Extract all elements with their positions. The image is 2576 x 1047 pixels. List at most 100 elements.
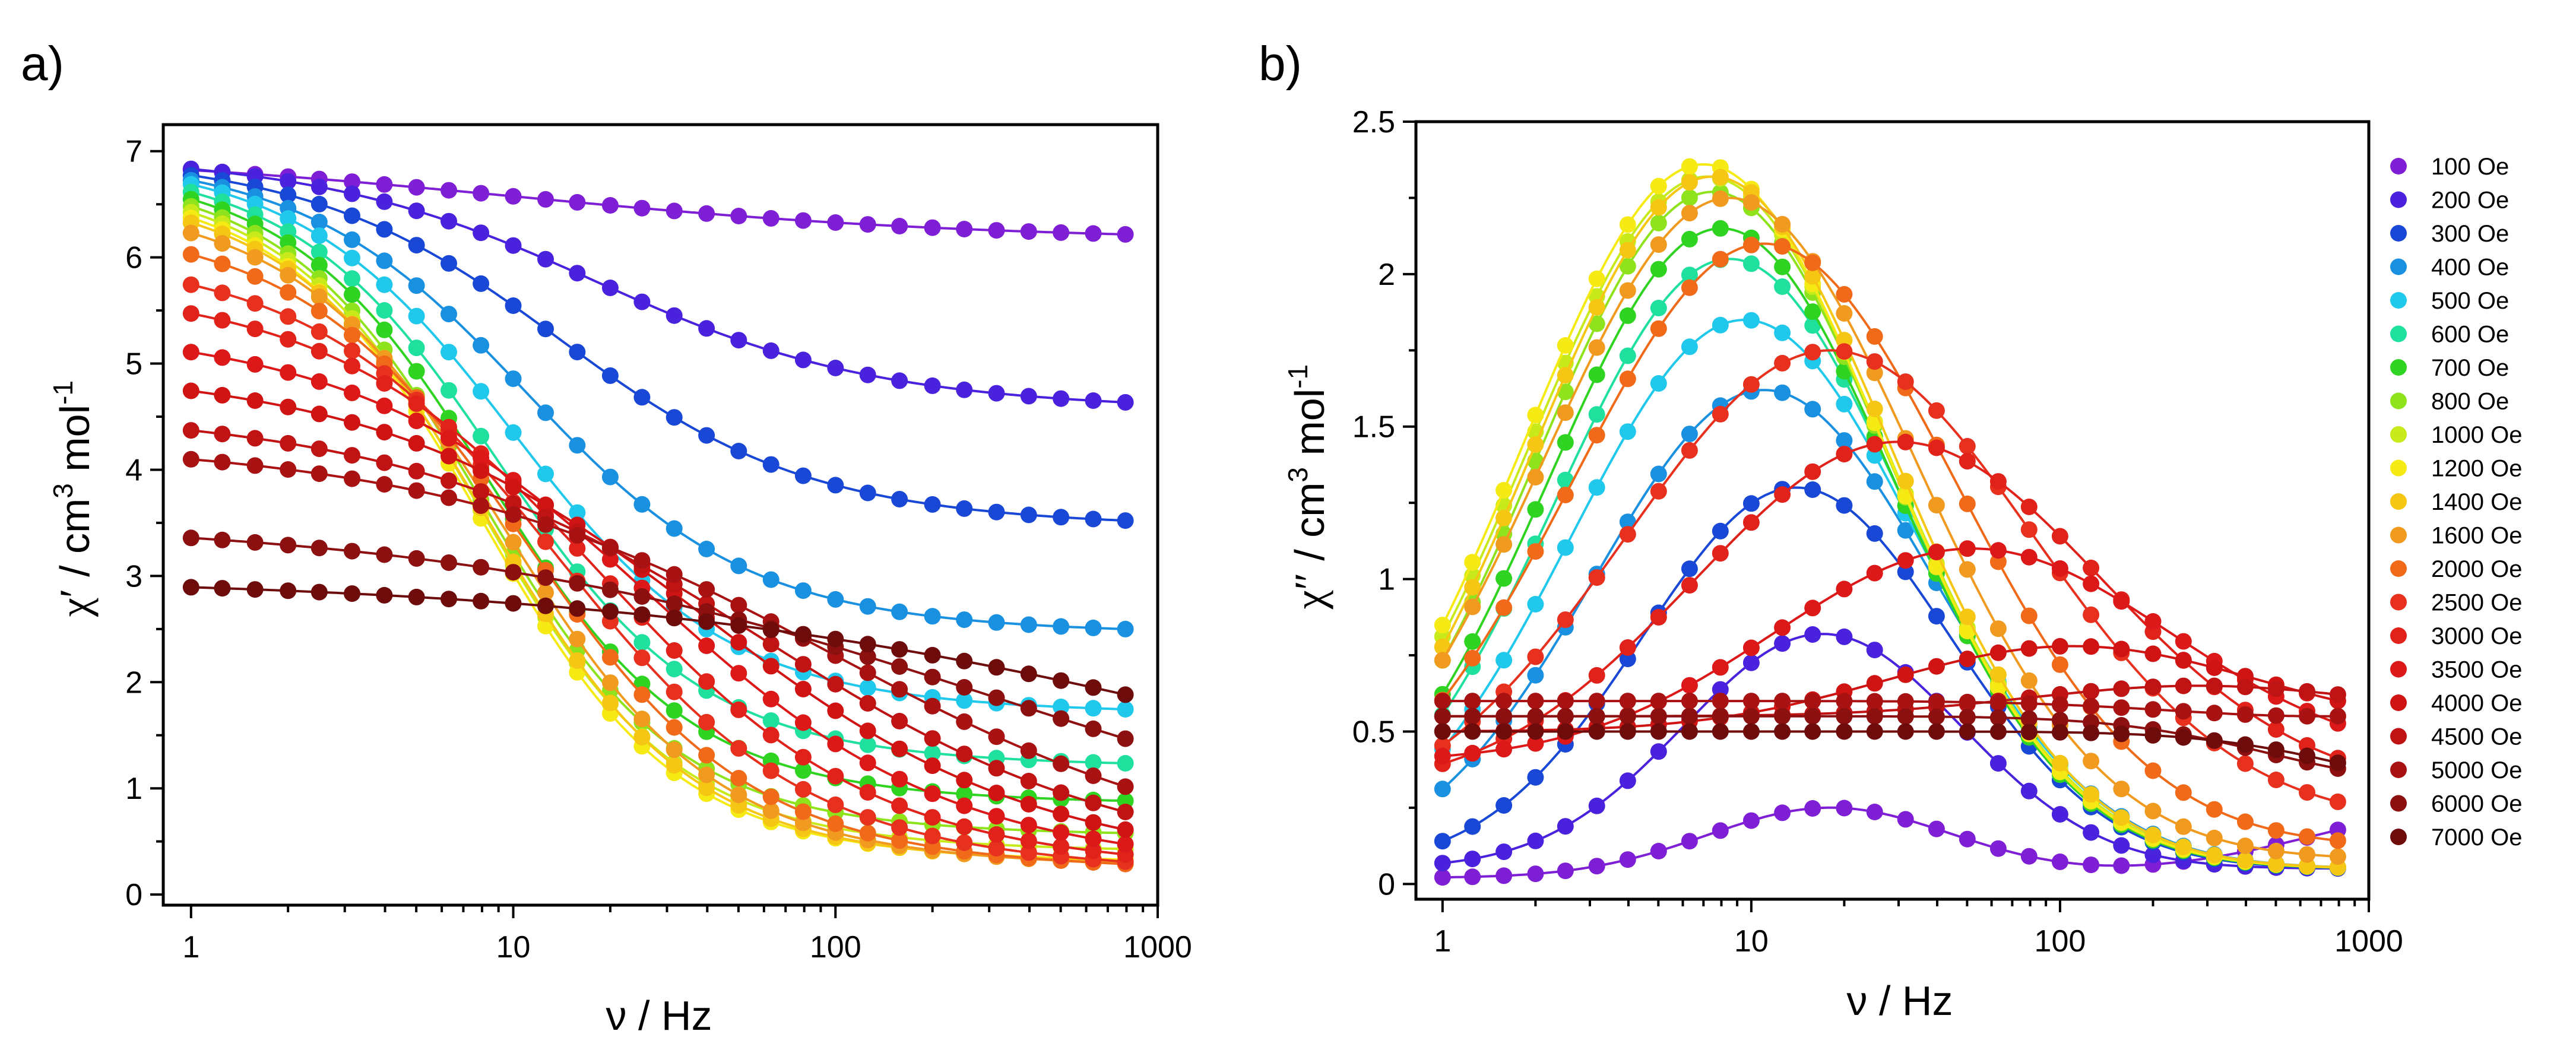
panel-a-ylabel-sup1: 3 bbox=[47, 483, 78, 499]
a-data-point bbox=[924, 827, 941, 845]
legend-marker bbox=[2390, 493, 2407, 510]
b-data-point bbox=[2144, 701, 2162, 718]
a-data-point bbox=[924, 744, 941, 762]
b-data-point bbox=[1959, 453, 1976, 470]
b-data-point bbox=[1712, 693, 1729, 710]
b-data-point bbox=[1588, 406, 1605, 423]
a-data-point bbox=[988, 659, 1005, 676]
a-data-point bbox=[310, 373, 328, 390]
panel-a-y-axis-title: χ′ / cm3 mol-1 bbox=[47, 380, 99, 617]
a-data-point bbox=[666, 719, 683, 736]
b-series-5000-oe bbox=[1434, 693, 2346, 725]
b-data-point bbox=[2175, 652, 2192, 669]
a-data-point bbox=[280, 537, 297, 554]
a-data-point bbox=[956, 785, 973, 802]
a-data-point bbox=[633, 588, 651, 605]
b-data-point bbox=[1619, 216, 1636, 233]
b-data-point bbox=[2083, 638, 2100, 655]
a-data-point bbox=[601, 539, 619, 556]
panel-a-ylabel-sep: / bbox=[52, 554, 98, 588]
b-data-point bbox=[2236, 837, 2254, 855]
b-data-point bbox=[1959, 495, 1976, 512]
a-data-point bbox=[246, 268, 264, 285]
b-x-tick-label: 1000 bbox=[2334, 924, 2403, 959]
b-data-point bbox=[1836, 693, 1853, 710]
a-data-point bbox=[344, 249, 360, 266]
b-data-point bbox=[2267, 855, 2285, 873]
b-data-point bbox=[2175, 677, 2192, 694]
b-data-point bbox=[2329, 848, 2346, 865]
a-data-point bbox=[633, 686, 651, 703]
b-data-point bbox=[1774, 619, 1791, 636]
a-data-point bbox=[441, 344, 457, 361]
legend-label: 4500 Oe bbox=[2431, 724, 2522, 750]
b-data-point bbox=[1619, 513, 1636, 531]
a-series-7000-oe bbox=[182, 579, 1134, 703]
a-data-point bbox=[988, 728, 1005, 745]
a-data-point bbox=[376, 476, 393, 493]
b-data-point bbox=[1681, 338, 1698, 356]
b-data-point bbox=[1866, 525, 1883, 542]
a-data-point bbox=[891, 491, 908, 507]
a-data-point bbox=[376, 375, 393, 392]
b-data-point bbox=[1557, 487, 1574, 503]
b-data-point bbox=[2206, 846, 2223, 864]
a-data-point bbox=[924, 219, 941, 236]
b-data-point bbox=[2329, 793, 2346, 810]
legend-label: 3500 Oe bbox=[2431, 657, 2522, 683]
a-data-point bbox=[891, 641, 908, 658]
b-data-point bbox=[1588, 270, 1605, 287]
a-data-point bbox=[698, 637, 715, 654]
b-data-point bbox=[1804, 481, 1821, 498]
b-data-point bbox=[1650, 843, 1667, 859]
a-data-point bbox=[762, 342, 780, 359]
panel-b-ylabel-unit: cm bbox=[1287, 483, 1333, 538]
b-data-point bbox=[2299, 707, 2315, 725]
a-data-point bbox=[505, 595, 522, 612]
a-data-point bbox=[1085, 720, 1102, 737]
a-data-point bbox=[1053, 224, 1070, 241]
a-data-point bbox=[827, 735, 844, 753]
b-data-point bbox=[2051, 560, 2068, 577]
legend-marker bbox=[2390, 661, 2407, 678]
a-data-point bbox=[441, 212, 457, 230]
b-data-point bbox=[2020, 848, 2038, 865]
a-data-point bbox=[1020, 506, 1037, 524]
a-y-tick-label: 1 bbox=[125, 772, 142, 806]
b-data-point bbox=[2206, 732, 2223, 749]
legend-marker bbox=[2390, 292, 2407, 309]
b-data-point bbox=[2113, 699, 2130, 716]
legend-label: 1000 Oe bbox=[2431, 422, 2522, 448]
b-data-point bbox=[1619, 370, 1636, 388]
a-data-point bbox=[376, 454, 393, 471]
b-data-point bbox=[1619, 242, 1636, 259]
b-data-point bbox=[2020, 695, 2038, 712]
a-data-point bbox=[1053, 755, 1070, 772]
a-data-point bbox=[344, 357, 360, 375]
b-data-point bbox=[1650, 743, 1667, 760]
b-data-point bbox=[2236, 678, 2254, 696]
b-data-point bbox=[1588, 797, 1605, 814]
a-data-point bbox=[505, 506, 522, 523]
a-y-tick-label: 3 bbox=[125, 559, 142, 594]
b-data-point bbox=[1527, 707, 1544, 725]
b-data-point bbox=[1774, 486, 1791, 503]
a-data-point bbox=[441, 430, 457, 447]
b-data-point bbox=[2083, 824, 2100, 841]
b-data-point bbox=[1681, 266, 1698, 284]
b-data-point bbox=[1681, 230, 1698, 248]
a-data-point bbox=[956, 381, 973, 398]
a-series-300-oe bbox=[182, 167, 1134, 529]
a-data-point bbox=[794, 582, 812, 599]
a-data-point bbox=[730, 557, 747, 575]
a-data-point bbox=[1117, 701, 1134, 718]
b-data-point bbox=[2083, 786, 2100, 803]
b-data-point bbox=[1712, 545, 1729, 562]
legend-marker bbox=[2390, 694, 2407, 711]
a-data-point bbox=[505, 424, 522, 441]
a-data-point bbox=[762, 726, 780, 744]
b-data-point bbox=[1495, 797, 1513, 814]
b-series-1600-oe bbox=[1434, 190, 2346, 865]
b-data-point bbox=[1989, 644, 2007, 661]
panel-a-label: a) bbox=[21, 37, 64, 91]
